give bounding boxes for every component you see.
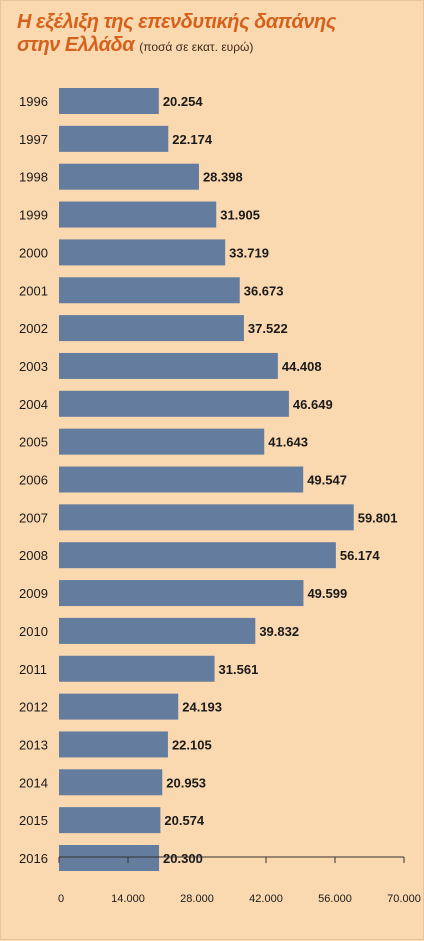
year-label: 2007 bbox=[19, 510, 48, 525]
bar bbox=[59, 731, 168, 758]
x-tick-label: 28.000 bbox=[180, 893, 214, 905]
chart-subtitle: (ποσά σε εκατ. ευρώ) bbox=[139, 40, 254, 54]
x-tick-label: 56.000 bbox=[318, 893, 352, 905]
year-label: 2011 bbox=[19, 662, 47, 677]
bar bbox=[59, 504, 354, 531]
year-label: 2001 bbox=[19, 283, 48, 298]
year-label: 2010 bbox=[19, 624, 48, 639]
x-tick-label: 14.000 bbox=[111, 893, 145, 905]
bar bbox=[59, 201, 217, 228]
bar bbox=[59, 315, 244, 342]
year-label: 2005 bbox=[19, 435, 48, 450]
value-label: 20.300 bbox=[163, 851, 203, 866]
year-label: 2016 bbox=[19, 851, 48, 866]
value-label: 20.254 bbox=[163, 94, 204, 109]
year-label: 1997 bbox=[19, 132, 48, 147]
value-label: 33.719 bbox=[229, 245, 269, 260]
bar bbox=[59, 352, 278, 379]
value-label: 28.398 bbox=[203, 170, 243, 185]
bar bbox=[59, 693, 179, 720]
bar bbox=[59, 390, 289, 417]
value-label: 36.673 bbox=[244, 283, 284, 298]
bar bbox=[59, 428, 265, 455]
chart-title-line1: Η εξέλιξη της επενδυτικής δαπάνης στην Ελ… bbox=[17, 11, 336, 56]
year-label: 2014 bbox=[19, 775, 48, 790]
year-label: 1996 bbox=[19, 94, 48, 109]
bar bbox=[59, 277, 240, 304]
year-label: 1999 bbox=[19, 208, 48, 223]
year-label: 2002 bbox=[19, 321, 48, 336]
bar bbox=[59, 845, 160, 871]
year-label: 2006 bbox=[19, 473, 48, 488]
value-label: 31.905 bbox=[220, 208, 260, 223]
value-label: 49.599 bbox=[307, 586, 347, 601]
bar bbox=[59, 239, 226, 266]
bar bbox=[59, 807, 161, 834]
value-label: 24.193 bbox=[182, 700, 222, 715]
year-label: 2013 bbox=[19, 737, 48, 752]
value-label: 22.174 bbox=[172, 132, 213, 147]
value-label: 37.522 bbox=[248, 321, 288, 336]
bar bbox=[59, 655, 215, 682]
year-label: 2015 bbox=[19, 813, 48, 828]
bar bbox=[59, 617, 256, 644]
x-tick-label: 70.000 bbox=[387, 893, 421, 905]
value-label: 41.643 bbox=[268, 435, 308, 450]
value-label: 56.174 bbox=[340, 548, 381, 563]
bar bbox=[59, 88, 159, 114]
year-label: 2000 bbox=[19, 245, 48, 260]
value-label: 46.649 bbox=[293, 397, 333, 412]
bar bbox=[59, 125, 169, 152]
value-label: 44.408 bbox=[282, 359, 322, 374]
value-label: 31.561 bbox=[219, 662, 259, 677]
bar bbox=[59, 542, 336, 569]
value-label: 20.953 bbox=[166, 775, 206, 790]
year-label: 2003 bbox=[19, 359, 48, 374]
bar bbox=[59, 466, 304, 493]
chart-title-block: Η εξέλιξη της επενδυτικής δαπάνης στην Ελ… bbox=[17, 11, 417, 59]
value-label: 49.547 bbox=[307, 473, 347, 488]
year-label: 2012 bbox=[19, 700, 48, 715]
bar bbox=[59, 580, 304, 607]
bar bbox=[59, 769, 163, 796]
value-label: 22.105 bbox=[172, 737, 212, 752]
year-label: 2008 bbox=[19, 548, 48, 563]
year-label: 2009 bbox=[19, 586, 48, 601]
value-label: 20.574 bbox=[164, 813, 205, 828]
value-label: 59.801 bbox=[358, 510, 398, 525]
year-label: 1998 bbox=[19, 170, 48, 185]
year-label: 2004 bbox=[19, 397, 48, 412]
value-label: 39.832 bbox=[259, 624, 299, 639]
x-tick-label: 42.000 bbox=[249, 893, 283, 905]
bar bbox=[59, 163, 199, 190]
x-tick-label: 0 bbox=[58, 893, 64, 905]
